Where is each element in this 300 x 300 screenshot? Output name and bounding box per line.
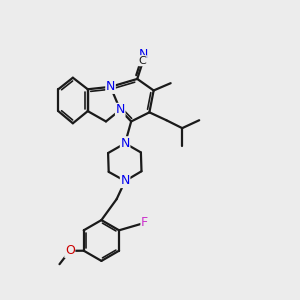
Text: O: O	[65, 244, 75, 257]
Text: N: N	[106, 80, 115, 93]
Text: N: N	[139, 48, 148, 61]
Text: N: N	[116, 103, 125, 116]
Text: N: N	[120, 175, 130, 188]
Text: F: F	[141, 216, 148, 230]
Text: N: N	[120, 137, 130, 150]
Text: C: C	[139, 56, 146, 66]
